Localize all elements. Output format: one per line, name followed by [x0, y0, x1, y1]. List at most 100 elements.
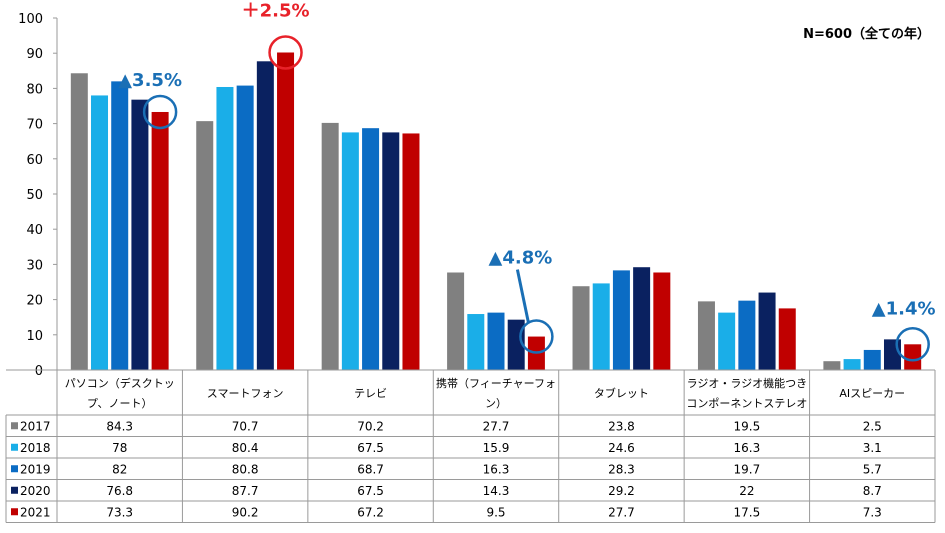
bar [883, 339, 901, 370]
table-cell: 8.7 [863, 484, 882, 498]
category-label: AIスピーカー [839, 387, 905, 400]
table-cell: 70.2 [357, 419, 384, 433]
table-cell: 73.3 [106, 505, 133, 519]
bar [863, 349, 881, 370]
table-cell: 68.7 [357, 462, 384, 476]
bar [633, 267, 651, 370]
annotation-label: ▲3.5% [118, 70, 182, 91]
category-label: コンポーネントステレオ [686, 397, 807, 410]
bar [91, 95, 109, 370]
table-cell: 29.2 [608, 484, 635, 498]
bar [362, 128, 380, 370]
y-tick-label: 90 [26, 47, 43, 62]
table-cell: 67.2 [357, 505, 384, 519]
table-cell: 70.7 [232, 419, 259, 433]
table-cell: 27.7 [483, 419, 510, 433]
bar [778, 308, 796, 370]
table-cell: 2.5 [863, 419, 882, 433]
bar [592, 283, 610, 370]
legend-label: 2021 [20, 505, 51, 519]
legend-label: 2019 [20, 462, 51, 476]
y-tick-label: 60 [26, 153, 43, 168]
y-tick-label: 100 [18, 12, 43, 27]
table-cell: 84.3 [106, 419, 133, 433]
annotation-label: ▲1.4% [872, 298, 936, 319]
legend-swatch [11, 443, 18, 451]
bar [447, 272, 465, 370]
bar [487, 312, 505, 370]
y-tick-label: 70 [26, 118, 43, 133]
bar [256, 61, 274, 371]
y-tick-label: 50 [26, 188, 43, 203]
bar [904, 344, 922, 370]
annotation-circle [519, 319, 554, 354]
table-cell: 80.8 [232, 462, 259, 476]
bar [131, 99, 149, 370]
y-axis: 0 10 20 30 40 50 60 70 80 90 100 [18, 12, 58, 379]
bar [277, 52, 295, 370]
table-cell: 3.1 [863, 441, 882, 455]
bar [612, 270, 630, 370]
annotation-label: ▲4.8% [489, 248, 553, 269]
legend-swatch [11, 508, 18, 516]
category-label: テレビ [354, 387, 387, 400]
legend-label: 2020 [20, 484, 51, 498]
y-tick-label: 80 [26, 82, 43, 97]
table-cell: 76.8 [106, 484, 133, 498]
annotation-circle [142, 94, 178, 130]
table-cell: 87.7 [232, 484, 259, 498]
bars [70, 52, 922, 371]
table-cell: 28.3 [608, 462, 635, 476]
bar [823, 361, 841, 370]
table-cell: 17.5 [733, 505, 760, 519]
table-cell: 23.8 [608, 419, 635, 433]
category-label: ラジオ・ラジオ機能つき [687, 376, 808, 390]
table-cell: 67.5 [357, 484, 384, 498]
table-cell: 15.9 [483, 441, 510, 455]
category-label: スマートフォン [207, 387, 284, 400]
bar [402, 133, 420, 370]
table-cell: 16.3 [733, 441, 760, 455]
y-tick-label: 10 [26, 329, 43, 344]
bar [341, 132, 359, 370]
bar [321, 122, 339, 370]
bar [467, 314, 485, 370]
table-cell: 5.7 [863, 462, 882, 476]
annotation-circle [268, 35, 303, 70]
annotations: ▲3.5% ＋2.5% ▲4.8% ▲1.4% [118, 0, 936, 362]
table-cell: 78 [112, 441, 127, 455]
category-label: タブレット [594, 386, 649, 400]
legend-swatch [11, 486, 18, 494]
table-cell: 27.7 [608, 505, 635, 519]
bar [738, 300, 756, 370]
table-cell: 19.7 [733, 462, 760, 476]
category-label: 携帯（フィーチャーフォ [436, 376, 556, 390]
legend-swatch [11, 465, 18, 473]
legend-swatch [11, 422, 18, 430]
table-cell: 19.5 [733, 419, 760, 433]
bar [718, 312, 736, 370]
table-cell: 22 [739, 484, 754, 498]
table-cell: 24.6 [608, 441, 635, 455]
bar [572, 286, 590, 370]
bar [70, 73, 88, 370]
table-cell: 7.3 [863, 505, 882, 519]
sample-size-note: N=600（全ての年） [803, 26, 930, 42]
table-cell: 82 [112, 462, 127, 476]
y-tick-label: 40 [26, 223, 43, 238]
bar [758, 292, 776, 370]
bar [196, 121, 214, 370]
y-tick-label: 30 [26, 258, 43, 273]
bar [843, 359, 861, 370]
bar [111, 81, 129, 371]
table-cell: 90.2 [232, 505, 259, 519]
bar [216, 86, 234, 370]
legend-label: 2017 [20, 419, 51, 433]
bar [697, 301, 715, 370]
y-tick-label: 20 [26, 294, 43, 309]
table-cell: 67.5 [357, 441, 384, 455]
table-cell: 16.3 [483, 462, 510, 476]
table-cell: 80.4 [232, 441, 259, 455]
